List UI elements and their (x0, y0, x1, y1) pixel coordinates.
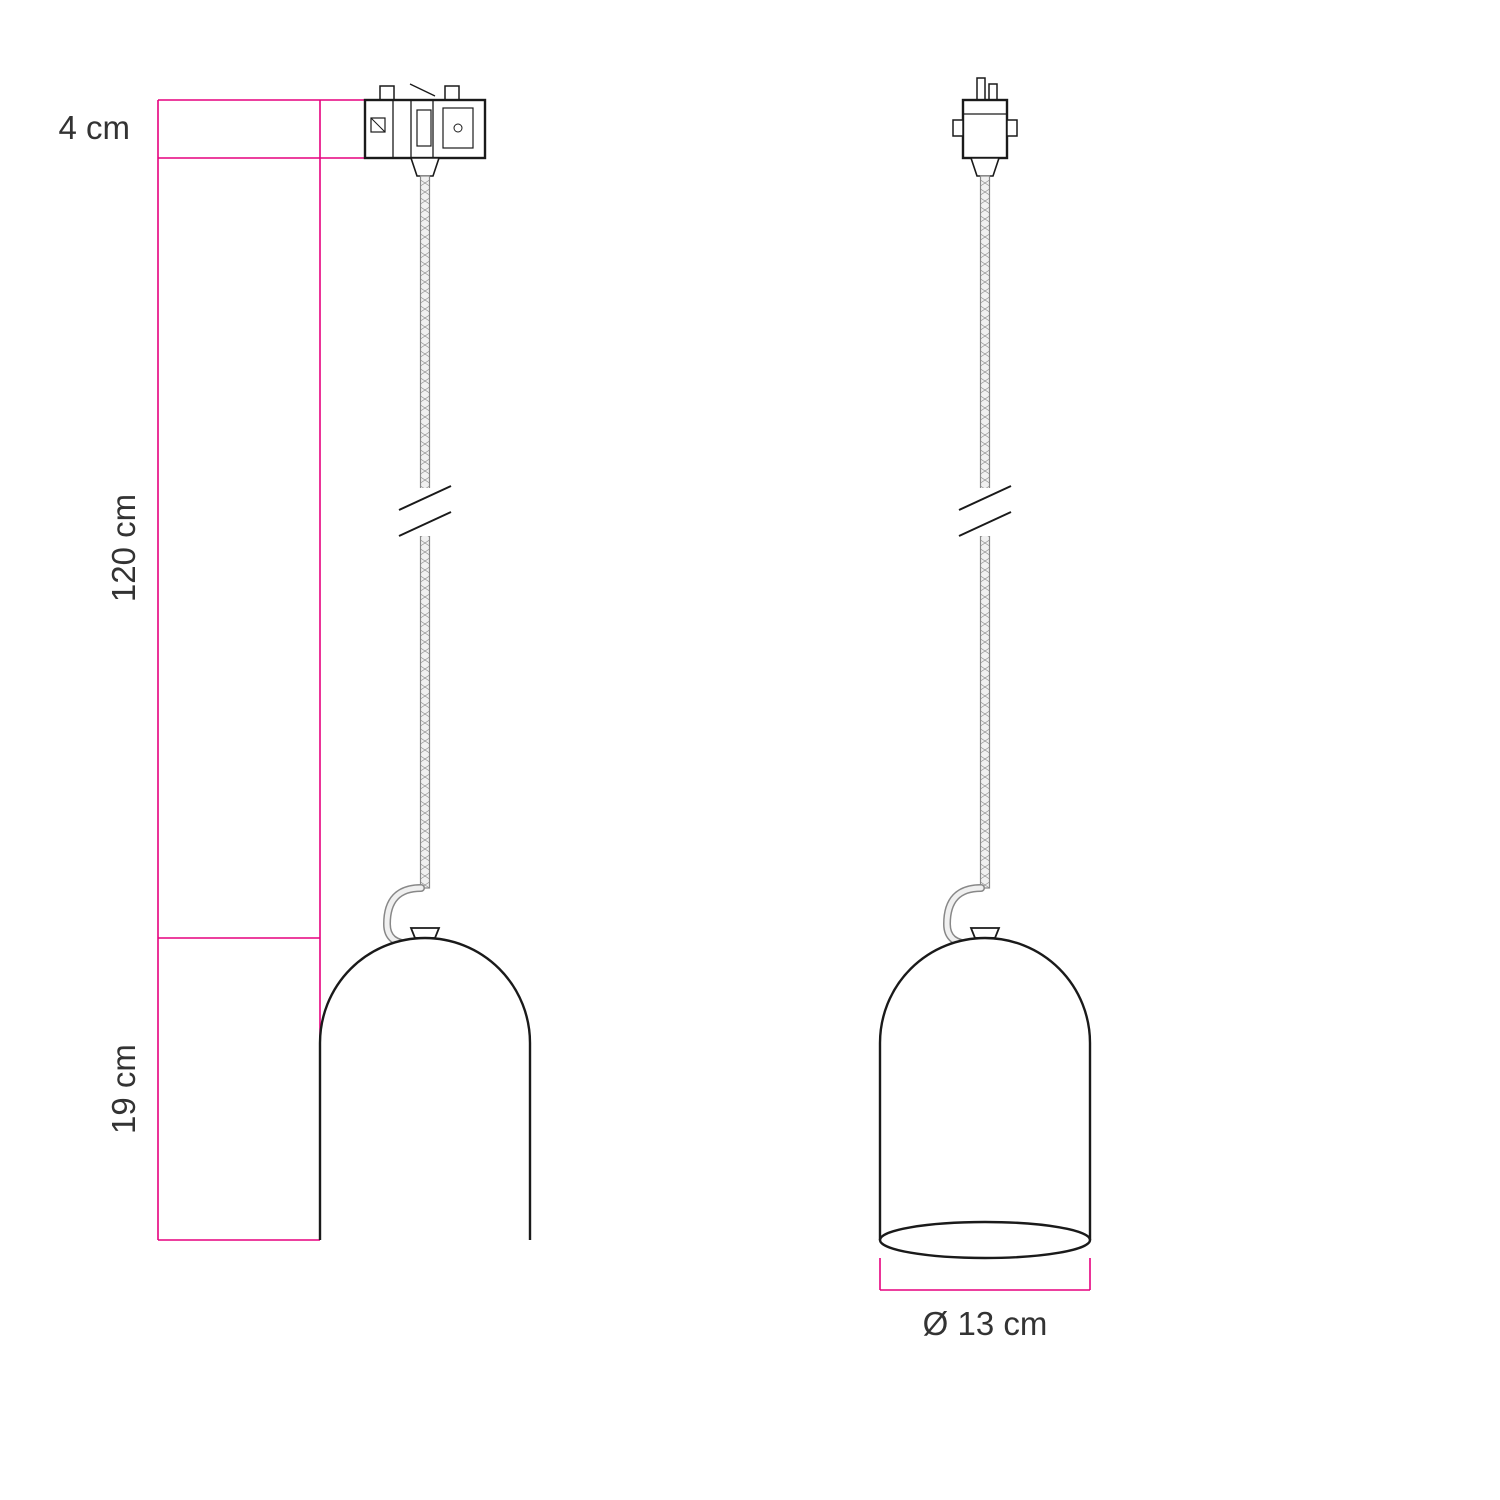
left-view (320, 84, 530, 1240)
track-connector-left (365, 84, 485, 176)
right-view (880, 78, 1090, 1290)
dim-shade-diameter: Ø 13 cm (923, 1305, 1048, 1342)
shade-right (880, 888, 1090, 1290)
cable-right (955, 176, 1015, 888)
shade-left (320, 888, 530, 1240)
dim-connector-height: 4 cm (58, 109, 130, 146)
dim-cable-length: 120 cm (105, 494, 142, 602)
track-connector-right (953, 78, 1017, 176)
dim-shade-height: 19 cm (105, 1044, 142, 1134)
cable-left (395, 176, 455, 888)
